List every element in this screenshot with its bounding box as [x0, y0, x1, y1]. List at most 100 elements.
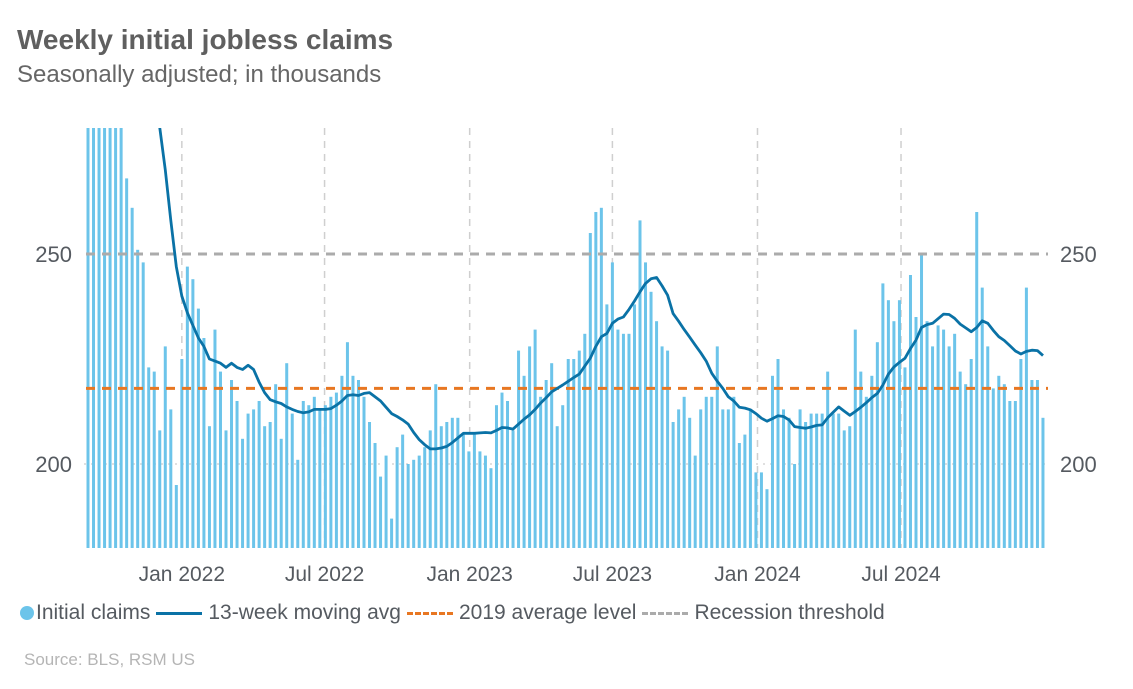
claims-bar [218, 371, 222, 548]
claims-bar [980, 287, 984, 548]
claims-bar [500, 392, 504, 548]
claims-bar [677, 409, 681, 548]
claims-bar [1024, 287, 1028, 548]
claims-bar [373, 443, 377, 548]
claims-bar [886, 300, 890, 548]
initial-claims-bars [86, 128, 1045, 549]
claims-bar [892, 321, 896, 548]
claims-bar [544, 380, 548, 548]
legend-label: Recession threshold [694, 601, 885, 624]
legend-dot-icon [20, 606, 34, 620]
claims-bar [588, 233, 592, 548]
chart-subtitle: Seasonally adjusted; in thousands [17, 61, 382, 88]
claims-bar [368, 422, 372, 548]
claims-bar [97, 128, 101, 548]
claims-bar [859, 371, 863, 548]
claims-bar [925, 321, 929, 548]
claims-bar [942, 329, 946, 548]
claims-bar [975, 212, 979, 548]
legend: Initial claims 13-week moving avg 2019 a… [20, 601, 891, 625]
claims-bar [798, 409, 802, 548]
claims-bar [1013, 401, 1017, 548]
claims-bar [842, 430, 846, 548]
claims-bar [412, 459, 416, 548]
claims-bar [660, 346, 664, 548]
claims-bar [638, 220, 642, 548]
claims-bar [986, 346, 990, 548]
source-note: Source: BLS, RSM US [24, 650, 196, 669]
claims-bar [246, 413, 250, 548]
claims-bar [483, 455, 487, 548]
claims-bar [610, 262, 614, 548]
claims-bar [953, 333, 957, 548]
claims-bar [555, 426, 559, 548]
claims-bar [804, 422, 808, 548]
claims-bar [163, 346, 167, 548]
claims-bar [423, 447, 427, 548]
claims-bar [202, 338, 206, 548]
y-tick-label-left: 250 [35, 242, 72, 267]
claims-bar [439, 426, 443, 548]
claims-bar [467, 451, 471, 548]
claims-bar [428, 430, 432, 548]
claims-bar [699, 409, 703, 548]
claims-bar [517, 350, 521, 548]
claims-bar [831, 413, 835, 548]
x-tick-label: Jan 2022 [139, 563, 225, 586]
axis-labels: Jan 2022 Jul 2022 Jan 2023 Jul 2023 Jan 2024… [35, 242, 1096, 586]
claims-bar [522, 375, 526, 548]
claims-bar [561, 405, 565, 548]
claims-bar [671, 422, 675, 548]
claims-bar [528, 346, 532, 548]
moving-average-line [158, 128, 1044, 451]
claims-bar [688, 417, 692, 548]
claims-bar [539, 396, 543, 548]
claims-bar [268, 422, 272, 548]
claims-bar [881, 283, 885, 548]
claims-bar [826, 371, 830, 548]
claims-bar [793, 464, 797, 548]
claims-bar [566, 359, 570, 548]
claims-bar [445, 422, 449, 548]
claims-bar [947, 346, 951, 548]
claims-bar [721, 409, 725, 548]
claims-bar [644, 262, 648, 548]
claims-bar [550, 363, 554, 548]
claims-bar [726, 409, 730, 548]
claims-bar [693, 455, 697, 548]
reference-lines [86, 252, 1048, 390]
claims-bar [86, 128, 90, 548]
claims-bar [169, 409, 173, 548]
claims-bar [754, 472, 758, 548]
claims-bar [406, 464, 410, 548]
claims-bar [710, 396, 714, 548]
claims-bar [340, 375, 344, 548]
claims-bar [301, 401, 305, 548]
claims-bar [456, 417, 460, 548]
legend-dashed-line-icon [642, 611, 689, 615]
claims-bar [152, 371, 156, 548]
claims-bar [809, 413, 813, 548]
claims-bar [958, 371, 962, 548]
claims-bar [1019, 359, 1023, 548]
claims-bar [235, 401, 239, 548]
claims-bar [472, 434, 476, 548]
claims-bar [108, 128, 112, 548]
claims-bar [158, 430, 162, 548]
claims-bar [748, 409, 752, 548]
claims-bar [787, 417, 791, 548]
claims-bar [379, 476, 383, 548]
claims-bar [853, 329, 857, 548]
claims-bar [257, 401, 261, 548]
x-tick-label: Jul 2023 [573, 563, 652, 586]
claims-bar [908, 275, 912, 548]
claims-bar [329, 396, 333, 548]
claims-bar [649, 291, 653, 548]
claims-bar [213, 329, 217, 548]
claims-bar [920, 254, 924, 548]
claims-bar [274, 384, 278, 548]
legend-label: 2019 average level [458, 601, 637, 624]
claims-bar [494, 405, 498, 548]
claims-bar [511, 430, 515, 548]
x-tick-label: Jul 2022 [285, 563, 364, 586]
